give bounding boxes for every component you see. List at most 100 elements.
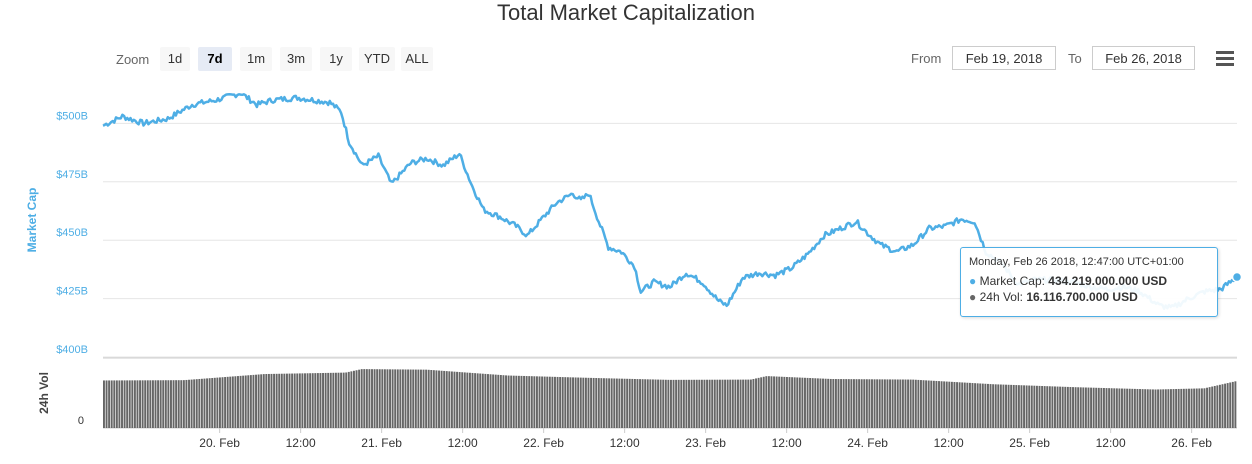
volume-bar xyxy=(757,377,760,428)
volume-bar xyxy=(270,373,273,428)
volume-bar xyxy=(445,371,448,428)
volume-bar xyxy=(747,379,750,428)
volume-bar xyxy=(631,378,634,428)
volume-bar xyxy=(1010,384,1013,428)
volume-bar xyxy=(700,379,703,428)
volume-bar xyxy=(296,373,299,428)
volume-bar xyxy=(422,369,425,428)
volume-bar xyxy=(242,375,245,428)
volume-bar xyxy=(391,369,394,428)
volume-bar xyxy=(118,380,121,428)
volume-bar xyxy=(543,376,546,428)
volume-bar xyxy=(1030,385,1033,428)
volume-bar xyxy=(770,376,773,428)
volume-bar xyxy=(1167,389,1170,428)
volume-bar xyxy=(463,372,466,428)
volume-bar xyxy=(984,383,987,428)
volume-bar xyxy=(992,384,995,428)
x-tick-label: 12:00 xyxy=(772,436,802,450)
volume-bar xyxy=(791,377,794,428)
volume-bar xyxy=(1193,388,1196,428)
hamburger-menu-icon[interactable] xyxy=(1212,48,1238,70)
zoom-1d-button[interactable]: 1d xyxy=(160,47,190,71)
volume-bar xyxy=(618,378,621,428)
volume-bar xyxy=(608,378,611,428)
from-date-input[interactable]: Feb 19, 2018 xyxy=(952,46,1056,70)
zoom-1y-button[interactable]: 1y xyxy=(320,47,352,71)
volume-bar xyxy=(185,379,188,428)
volume-bar xyxy=(664,379,667,428)
volume-bar xyxy=(639,379,641,428)
volume-bar xyxy=(386,369,389,428)
volume-bar xyxy=(561,377,564,428)
volume-bar xyxy=(950,381,953,428)
volume-bar xyxy=(865,379,868,428)
volume-bar xyxy=(587,377,590,428)
zoom-3m-button[interactable]: 3m xyxy=(280,47,312,71)
volume-bar xyxy=(468,372,471,428)
volume-bar xyxy=(479,373,482,428)
volume-bar xyxy=(613,378,616,428)
volume-bar xyxy=(688,379,690,428)
volume-bar xyxy=(425,369,428,428)
volume-bar xyxy=(170,380,172,428)
volume-bar xyxy=(827,378,830,428)
zoom-7d-button[interactable]: 7d xyxy=(198,47,232,71)
volume-bar xyxy=(420,369,422,428)
x-tick-label: 12:00 xyxy=(448,436,478,450)
zoom-1m-button[interactable]: 1m xyxy=(240,47,272,71)
tooltip-mcap-value: 434.219.000.000 USD xyxy=(1048,274,1168,288)
tooltip-market-cap-row: ● Market Cap: 434.219.000.000 USD xyxy=(969,274,1168,288)
volume-bar xyxy=(572,377,574,428)
volume-bar xyxy=(1131,388,1134,428)
volume-bar xyxy=(783,376,786,428)
volume-bar xyxy=(177,380,180,428)
volume-bar xyxy=(309,373,312,428)
volume-bar xyxy=(538,376,541,428)
volume-bar xyxy=(316,373,319,428)
volume-bar xyxy=(319,373,322,428)
volume-bar xyxy=(1229,382,1232,428)
volume-bar xyxy=(1231,381,1234,428)
volume-bar xyxy=(213,377,216,428)
volume-bar xyxy=(894,379,897,428)
zoom-all-button[interactable]: ALL xyxy=(401,47,433,71)
to-date-input[interactable]: Feb 26, 2018 xyxy=(1092,46,1195,70)
volume-bar xyxy=(806,377,809,428)
volume-bar xyxy=(517,375,520,428)
volume-bar xyxy=(1177,388,1180,428)
volume-bar xyxy=(999,384,1002,428)
volume-bar xyxy=(198,378,201,428)
volume-bar xyxy=(829,378,832,428)
volume-bar xyxy=(871,379,873,428)
volume-bar xyxy=(206,378,209,428)
volume-bar xyxy=(494,374,497,428)
volume-bar xyxy=(914,379,917,428)
volume-bar xyxy=(1141,389,1144,428)
volume-bar xyxy=(551,376,554,428)
volume-bar xyxy=(476,373,479,428)
volume-bar xyxy=(226,376,229,428)
volume-bar xyxy=(278,373,281,428)
volume-bar xyxy=(765,376,768,428)
volume-bar xyxy=(133,380,136,428)
volume-bar xyxy=(889,379,891,428)
volume-bar xyxy=(301,373,304,428)
volume-bar xyxy=(1102,388,1105,428)
volume-bar xyxy=(1077,387,1080,428)
volume-bar xyxy=(371,369,373,428)
volume-bar xyxy=(1157,389,1160,428)
zoom-ytd-button[interactable]: YTD xyxy=(359,47,395,71)
volume-bar xyxy=(633,379,636,428)
volume-bar xyxy=(834,379,837,428)
x-tick-label: 22. Feb xyxy=(523,436,564,450)
volume-bar xyxy=(164,380,167,428)
volume-bar xyxy=(167,380,170,428)
volume-bar xyxy=(556,376,559,428)
volume-bar xyxy=(582,377,585,428)
volume-bar xyxy=(533,376,536,428)
volume-bar xyxy=(876,379,879,428)
volume-bar xyxy=(172,380,175,428)
volume-bar xyxy=(499,375,502,428)
volume-bar xyxy=(1188,388,1190,428)
